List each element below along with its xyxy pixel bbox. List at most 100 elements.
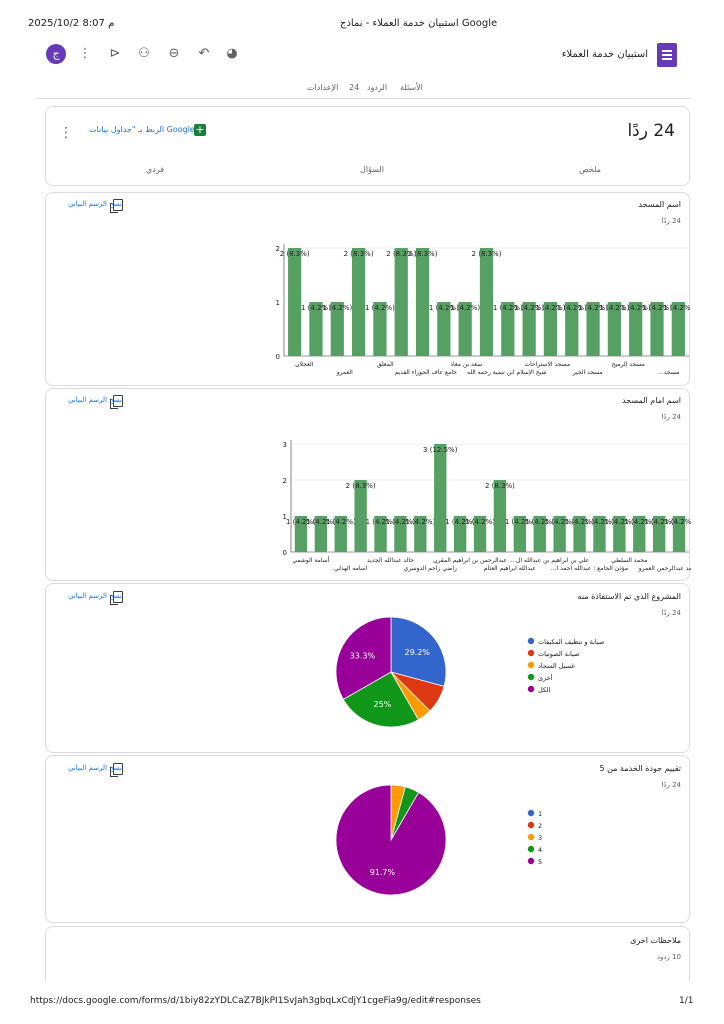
copy-icon[interactable]: [110, 763, 123, 777]
pie-slice: [335, 616, 392, 700]
bar: [501, 302, 515, 356]
x-tick-label: أسامة الوشمي: [292, 556, 329, 564]
bar: [434, 444, 447, 552]
question-response-count: 24 ردًا: [661, 609, 681, 617]
copy-chart-button[interactable]: نسخ الرسم البياني: [68, 200, 122, 208]
subtab-individual[interactable]: فردي: [146, 165, 165, 174]
bar-value-label: 1 (4.2%): [366, 518, 396, 526]
form-title: استبيان خدمة العملاء: [561, 49, 648, 60]
bar-value-label: 2 (8.3%): [408, 250, 438, 258]
bar: [613, 516, 626, 552]
responses-count-badge: 24: [349, 83, 360, 92]
copy-icon[interactable]: [110, 591, 123, 605]
more-vert-icon[interactable]: ⋮: [59, 125, 73, 141]
subtab-question[interactable]: السؤال: [360, 165, 384, 174]
pie-slice-label: 25%: [374, 700, 392, 709]
bar: [294, 516, 308, 552]
tab-questions[interactable]: الأسئلة: [400, 83, 423, 92]
y-tick-label: 1: [276, 299, 280, 307]
avatar[interactable]: ج: [46, 44, 66, 64]
tab-settings[interactable]: الإعدادات: [307, 83, 339, 92]
x-tick-label: راضي زاحم الدوسري: [404, 565, 457, 572]
undo-icon[interactable]: ↶: [198, 46, 210, 61]
legend-label: الكل: [538, 686, 550, 694]
bar: [607, 302, 622, 356]
legend-swatch: [527, 809, 535, 817]
forms-logo-icon: [657, 43, 677, 67]
bar: [633, 516, 646, 552]
sheets-icon[interactable]: +: [194, 123, 206, 136]
legend-swatch: [527, 649, 535, 657]
bar: [586, 302, 600, 356]
y-tick-label: 2: [283, 477, 287, 485]
bar: [354, 480, 367, 552]
bar-value-label: 1 (4.2%): [599, 304, 629, 312]
more-vert-icon[interactable]: ⋮: [78, 46, 92, 61]
bar-value-label: 1 (4.2%): [565, 518, 595, 526]
bar: [533, 516, 546, 552]
bar-value-label: 2 (8.3%): [472, 250, 502, 258]
bar: [374, 516, 387, 552]
bar: [415, 248, 430, 356]
legend-swatch: [527, 857, 535, 865]
bar: [553, 516, 566, 552]
bar-value-label: 1 (4.2%): [535, 304, 565, 312]
bar: [543, 302, 558, 356]
bar-value-label: 2 (8.3%): [386, 250, 416, 258]
preview-icon[interactable]: ⊳: [109, 46, 121, 61]
bar-value-label: 1 (4.2%): [642, 304, 672, 312]
y-tick-label: 1: [283, 513, 287, 521]
bar-value-label: 1 (4.2%): [578, 304, 608, 312]
bar-value-label: 1 (4.2%): [365, 304, 395, 312]
pie-chart-project: 29.2% 25% 33.3% صيانة و تنظيف المكيفات صيانة…: [335, 616, 605, 728]
question-card-project: نسخ الرسم البياني المشروع الذي تم الاستف…: [45, 583, 690, 753]
x-tick-label: محمد عبدالرحمن العمرو: [638, 565, 691, 572]
bar: [473, 516, 487, 552]
bar: [650, 302, 664, 356]
legend-label: 5: [538, 858, 542, 866]
bar: [593, 516, 606, 552]
palette-icon[interactable]: ◕: [226, 46, 238, 61]
bar: [373, 302, 387, 356]
copy-icon[interactable]: [110, 199, 123, 213]
bar: [453, 516, 467, 552]
pie-slice-label: 91.7%: [370, 868, 396, 877]
pie-slice-label: 29.2%: [404, 648, 430, 657]
add-collaborator-icon[interactable]: ⚇: [138, 46, 150, 61]
bar: [414, 516, 427, 552]
link-icon[interactable]: ⊖: [168, 46, 180, 61]
bar: [437, 302, 451, 356]
bar-value-label: 1 (4.2%): [301, 304, 331, 312]
question-card-mosque-name: نسخ الرسم البياني اسم المسجد 24 ردًا 0 1 2…: [45, 192, 691, 386]
bar: [573, 516, 586, 552]
bar-value-label: 1 (4.2%): [385, 518, 415, 526]
copy-chart-button[interactable]: نسخ الرسم البياني: [68, 592, 122, 600]
copy-chart-button[interactable]: نسخ الرسم البياني: [68, 396, 122, 404]
copy-chart-button[interactable]: نسخ الرسم البياني: [68, 764, 122, 772]
bar-value-label: 1 (4.2%): [445, 518, 475, 526]
link-to-sheets-button[interactable]: الربط بـ "جداول بيانات Google": [89, 125, 199, 134]
x-tick-label: مسجد الخير: [572, 369, 603, 376]
print-title: استبيان خدمة العملاء - نماذج Google: [340, 18, 498, 29]
x-tick-label: مؤذن الجامع : عبدالله احمد ا...: [551, 565, 628, 572]
bar-value-label: 1 (4.2%): [525, 518, 555, 526]
bar: [671, 302, 685, 356]
bar: [394, 516, 407, 552]
x-tick-label: العجلان: [295, 361, 314, 368]
pie-slice: [335, 784, 447, 896]
bar-value-label: 3 (12.5%): [423, 446, 458, 454]
question-card-notes: ملاحظات اخرى 10 ردود: [45, 926, 690, 982]
bar-value-label: 1 (4.2%): [286, 518, 316, 526]
bar-value-label: 1 (4.2%): [465, 518, 495, 526]
bar: [330, 302, 344, 356]
bar: [458, 302, 472, 356]
bar-value-label: 1 (4.2%): [505, 518, 535, 526]
bar-value-label: 1 (4.2%): [405, 518, 435, 526]
bar-value-label: 1 (4.2%): [429, 304, 459, 312]
legend-label: غسيل السجاد: [538, 662, 575, 670]
copy-icon[interactable]: [110, 395, 123, 409]
question-title: اسم المسجد: [638, 200, 681, 209]
subtab-summary[interactable]: ملخص: [579, 165, 601, 174]
tab-responses[interactable]: الردود: [367, 83, 388, 92]
